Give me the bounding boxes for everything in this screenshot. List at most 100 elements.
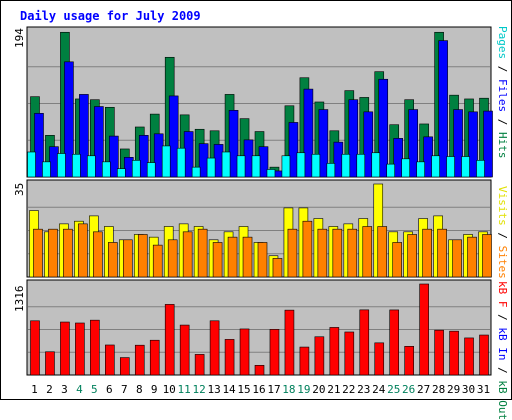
x-tick-label-day-1: 1 [31,383,38,396]
bar-kb-f-day-23 [359,309,370,376]
bar-kb-f-day-16 [254,365,265,376]
bar-kb-f-day-1 [30,320,40,376]
bar-files-day-26 [408,109,418,178]
x-tick-label-day-28: 28 [432,383,445,396]
bar-files-day-14 [228,110,239,178]
bar-sites-day-3 [63,228,73,278]
bar-files-day-2 [49,146,59,178]
bar-files-day-21 [333,141,344,178]
bar-kb-f-day-29 [449,330,459,376]
bar-sites-day-6 [108,242,118,278]
bar-files-day-18 [288,122,299,178]
bar-pages-day-23 [356,153,366,178]
bar-files-day-1 [34,113,44,178]
x-tick-label-day-4: 4 [76,383,83,396]
bar-files-day-5 [94,106,104,178]
bar-kb-f-day-18 [284,309,295,376]
bar-kb-f-day-20 [314,336,325,376]
bar-sites-day-18 [287,228,298,278]
x-tick-label-day-12: 12 [193,383,206,396]
bar-files-day-3 [64,61,74,178]
bar-kb-f-day-15 [239,328,250,376]
bar-kb-f-day-26 [404,346,414,376]
bar-files-day-29 [453,109,463,178]
legend-sep: / [496,112,509,132]
bar-kb-f-day-6 [105,344,115,376]
bar-sites-day-29 [452,239,462,278]
x-tick-label-day-7: 7 [121,383,128,396]
bar-pages-day-31 [476,160,485,178]
bar-pages-day-22 [341,153,351,178]
bar-sites-day-20 [317,228,328,278]
bar-pages-day-30 [461,156,470,178]
x-tick-label-day-9: 9 [151,383,158,396]
bar-files-day-9 [153,133,164,178]
bar-kb-f-day-2 [45,351,55,376]
bar-pages-day-18 [281,155,291,178]
bar-kb-f-day-10 [164,304,175,376]
bar-kb-f-day-30 [464,337,474,376]
x-tick-label-day-10: 10 [163,383,176,396]
bar-files-day-24 [378,78,389,178]
bar-sites-day-10 [167,239,178,278]
bar-pages-day-4 [72,153,81,178]
bar-pages-day-25 [386,163,396,178]
x-tick-label-day-14: 14 [222,383,236,396]
bar-pages-day-11 [176,147,186,178]
bar-pages-day-29 [446,156,455,178]
bar-pages-day-21 [326,163,336,178]
legend-kbf: kB F [496,281,509,308]
x-tick-label-day-29: 29 [447,383,460,396]
x-tick-label-day-16: 16 [252,383,265,396]
bar-pages-day-1 [27,151,36,178]
bar-files-day-16 [258,146,269,178]
legend-sep: / [496,307,509,328]
x-tick-label-day-20: 20 [312,383,325,396]
bar-files-day-19 [303,88,314,178]
bar-sites-day-22 [347,228,358,278]
bar-sites-day-17 [272,258,283,278]
bar-sites-day-13 [212,242,223,278]
bar-kb-f-day-19 [299,346,310,376]
bar-sites-day-28 [437,228,447,278]
bar-sites-day-15 [242,236,253,278]
x-tick-label-day-24: 24 [372,383,386,396]
bar-kb-f-day-4 [75,322,85,376]
bar-sites-day-1 [33,228,43,278]
bar-files-day-31 [483,110,493,178]
legend-kbin: kB In [496,327,509,361]
bar-files-day-12 [198,143,209,178]
bar-files-day-28 [438,40,448,178]
x-tick-label-day-25: 25 [387,383,400,396]
x-tick-label-day-31: 31 [477,383,490,396]
bar-files-day-22 [348,99,359,178]
bar-files-day-11 [183,131,194,178]
bar-kb-f-day-31 [479,334,489,376]
x-tick-label-day-19: 19 [297,383,310,396]
bar-files-day-13 [213,144,224,178]
x-tick-label-day-21: 21 [327,383,340,396]
bar-pages-day-15 [236,155,246,178]
panel3-legend: kB F / kB In / kB Out [496,281,509,420]
x-tick-label-day-17: 17 [267,383,280,396]
x-tick-label-day-23: 23 [357,383,370,396]
x-tick-label-day-8: 8 [136,383,143,396]
x-tick-label-day-6: 6 [106,383,113,396]
bar-pages-day-12 [191,166,201,178]
legend-files: Files [496,79,509,113]
bar-sites-day-30 [467,236,477,278]
bar-sites-day-8 [137,234,148,278]
bar-files-day-8 [138,135,149,178]
bar-kb-f-day-17 [269,329,280,376]
bar-pages-day-5 [87,155,96,178]
chart-title: Daily usage for July 2009 [20,9,201,23]
bar-files-day-7 [123,156,134,178]
x-tick-label-day-26: 26 [402,383,415,396]
bar-files-day-30 [468,111,478,178]
legend-kbout: kB Out [496,380,509,420]
bar-pages-day-19 [296,152,306,178]
bar-pages-day-6 [102,161,111,178]
panel3-ymax-label: 1316 [13,285,26,313]
bar-pages-day-10 [161,145,171,178]
x-tick-label-day-18: 18 [282,383,295,396]
